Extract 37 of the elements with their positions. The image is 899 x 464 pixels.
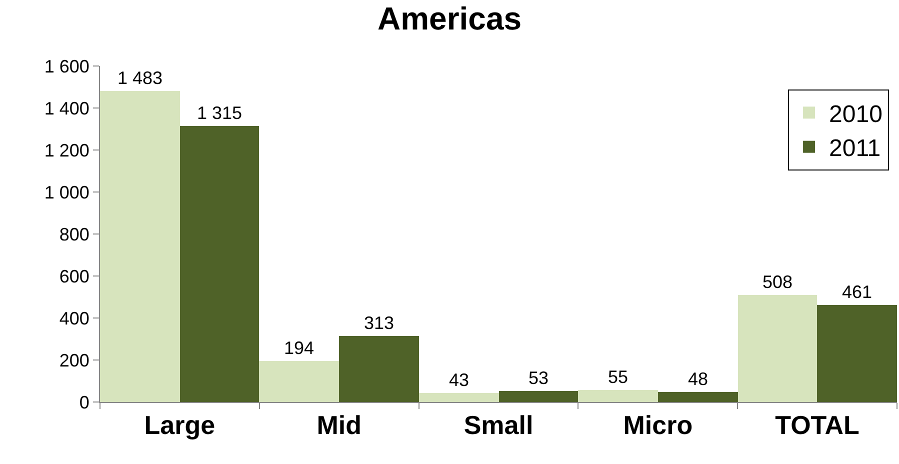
chart-title: Americas xyxy=(377,0,522,36)
bar xyxy=(578,390,658,402)
bar xyxy=(658,392,738,402)
data-label: 461 xyxy=(842,282,872,302)
bar xyxy=(817,305,897,402)
legend-label: 2011 xyxy=(829,135,881,162)
x-tick-label: TOTAL xyxy=(775,410,860,440)
x-tick-label: Mid xyxy=(316,410,362,440)
y-tick-label: 200 xyxy=(59,350,90,370)
x-tick-label: Large xyxy=(144,410,216,440)
data-label: 194 xyxy=(284,338,314,358)
bar xyxy=(259,361,339,402)
legend-label: 2010 xyxy=(829,100,882,128)
y-tick-label: 0 xyxy=(79,392,90,412)
bar xyxy=(100,91,180,402)
bar xyxy=(499,391,578,402)
y-tick-label: 1 000 xyxy=(44,182,90,202)
data-label: 43 xyxy=(448,370,470,390)
data-label: 508 xyxy=(762,272,793,292)
data-label: 1 315 xyxy=(196,103,242,123)
data-label: 53 xyxy=(528,368,549,388)
data-label: 313 xyxy=(364,313,394,333)
y-tick-label: 1 200 xyxy=(44,140,90,160)
bar xyxy=(339,336,419,402)
data-label: 55 xyxy=(608,367,628,387)
y-tick-label: 400 xyxy=(59,308,90,328)
y-tick-label: 1 600 xyxy=(44,56,90,76)
data-label: 48 xyxy=(688,369,708,389)
y-tick-label: 1 400 xyxy=(44,98,90,118)
x-tick-label: Micro xyxy=(623,410,693,440)
y-tick-label: 600 xyxy=(59,266,90,286)
data-label: 1 483 xyxy=(117,68,163,88)
bar xyxy=(738,295,817,402)
bar xyxy=(419,393,499,402)
y-tick-label: 800 xyxy=(59,224,90,244)
bar xyxy=(180,126,259,402)
x-tick-label: Small xyxy=(464,410,534,440)
